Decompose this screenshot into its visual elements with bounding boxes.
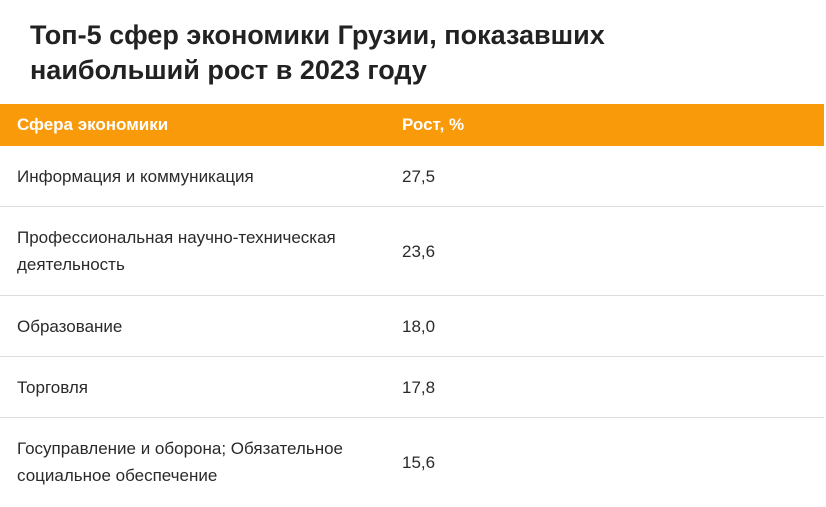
sector-cell: Госуправление и оборона; Обязательное со… xyxy=(17,439,344,485)
growth-cell: 17,8 xyxy=(402,377,436,397)
table-row: Торговля 17,8 xyxy=(0,357,824,418)
growth-cell: 15,6 xyxy=(402,452,436,472)
growth-cell: 18,0 xyxy=(402,316,436,336)
page-title: Топ-5 сфер экономики Грузии, показавших … xyxy=(30,20,605,85)
sector-cell: Информация и коммуникация xyxy=(17,166,254,186)
table-row: Информация и коммуникация 27,5 xyxy=(0,146,824,207)
sector-cell: Торговля xyxy=(17,377,89,397)
sector-cell: Профессиональная научно-техническая деят… xyxy=(17,228,336,274)
column-header-growth: Рост, % xyxy=(402,115,465,134)
table-row: Образование 18,0 xyxy=(0,296,824,357)
table-row: Профессиональная научно-техническая деят… xyxy=(0,207,824,296)
growth-table: Сфера экономики Рост, % Информация и ком… xyxy=(0,104,824,506)
growth-cell: 23,6 xyxy=(402,241,436,261)
sector-cell: Образование xyxy=(17,316,123,336)
table-header-row: Сфера экономики Рост, % xyxy=(0,104,824,146)
table-row: Госуправление и оборона; Обязательное со… xyxy=(0,418,824,506)
column-header-sector: Сфера экономики xyxy=(17,115,169,134)
growth-cell: 27,5 xyxy=(402,166,436,186)
